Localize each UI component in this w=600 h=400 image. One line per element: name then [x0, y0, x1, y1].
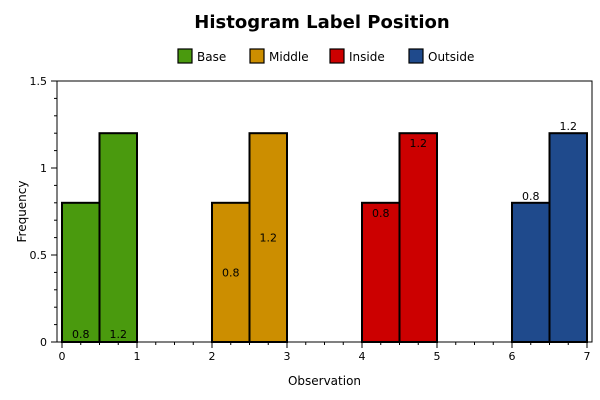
y-axis: 0 0.5 1 1.5	[30, 75, 57, 349]
x-tick-label: 6	[509, 350, 516, 363]
y-tick-label: 0	[40, 336, 47, 349]
bar-label-outside-0: 0.8	[522, 190, 540, 203]
x-tick-label: 3	[284, 350, 291, 363]
legend-label-base: Base	[197, 50, 226, 64]
bar-labels: 0.8 1.2 0.8 1.2 0.8 1.2 0.8 1.2	[72, 120, 577, 341]
bar-label-middle-1: 1.2	[260, 232, 278, 245]
bar-base-0	[61, 201, 101, 343]
chart-title: Histogram Label Position	[194, 12, 449, 33]
bar-inside-0	[361, 201, 401, 343]
bar-label-outside-1: 1.2	[560, 120, 578, 133]
legend-label-middle: Middle	[269, 50, 309, 64]
legend-swatch-inside	[329, 48, 345, 64]
bar-label-inside-1: 1.2	[410, 137, 428, 150]
x-tick-label: 2	[209, 350, 216, 363]
y-tick-label: 0.5	[30, 249, 48, 262]
x-tick-label: 0	[59, 350, 66, 363]
bar-label-base-1: 1.2	[110, 328, 128, 341]
x-tick-label: 1	[134, 350, 141, 363]
legend-label-inside: Inside	[349, 50, 385, 64]
legend-swatch-outside	[408, 48, 424, 64]
legend: Base Middle Inside Outside	[177, 48, 474, 64]
y-tick-label: 1.5	[30, 75, 48, 88]
bar-base-1	[98, 132, 138, 343]
x-axis: 0 1 2 3 4 5 6 7	[59, 342, 591, 363]
x-tick-label: 7	[584, 350, 591, 363]
legend-swatch-middle	[249, 48, 265, 64]
bar-label-middle-0: 0.8	[222, 266, 240, 279]
bar-outside-0	[511, 201, 551, 343]
y-axis-label: Frequency	[15, 181, 29, 243]
legend-swatch-base	[177, 48, 193, 64]
legend-label-outside: Outside	[428, 50, 474, 64]
bar-outside-1	[548, 132, 588, 343]
x-tick-label: 4	[359, 350, 366, 363]
bar-label-base-0: 0.8	[72, 328, 90, 341]
x-tick-label: 5	[434, 350, 441, 363]
x-axis-label: Observation	[288, 374, 361, 388]
bars	[61, 132, 588, 343]
bar-label-inside-0: 0.8	[372, 207, 390, 220]
y-tick-label: 1	[40, 162, 47, 175]
bar-inside-1	[398, 132, 438, 343]
